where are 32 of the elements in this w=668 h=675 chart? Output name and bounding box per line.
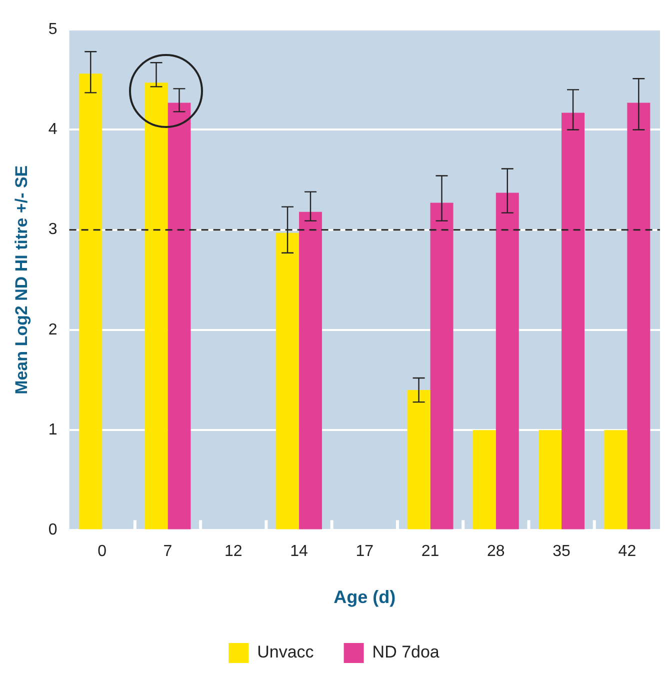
x-axis-title: Age (d) (334, 587, 396, 608)
x-tick-label: 14 (290, 543, 308, 560)
x-tick-label: 12 (224, 543, 242, 560)
bar (276, 232, 300, 530)
bar (430, 202, 454, 530)
bar (496, 192, 519, 530)
bar (299, 212, 322, 530)
legend-label: Unvacc (257, 642, 314, 662)
legend-label: ND 7doa (372, 642, 440, 662)
y-tick-label: 3 (48, 221, 58, 238)
y-tick-label: 0 (48, 522, 58, 539)
bar (627, 102, 650, 530)
x-tick-label: 7 (163, 543, 172, 560)
bar (407, 390, 430, 530)
y-tick-label: 5 (48, 21, 58, 38)
x-tick-label: 28 (487, 543, 505, 560)
x-tick-label: 42 (618, 543, 636, 560)
bar (472, 430, 496, 530)
y-axis-title: Mean Log2 ND HI titre +/- SE (12, 165, 31, 394)
x-tick-label: 17 (356, 543, 374, 560)
bar (168, 102, 191, 530)
x-tick-label: 35 (552, 543, 571, 560)
bar (79, 74, 102, 530)
x-tick-label: 0 (98, 543, 107, 560)
bar (538, 430, 562, 530)
y-tick-label: 2 (48, 321, 58, 338)
y-tick-label: 1 (48, 421, 58, 438)
bar (562, 112, 585, 530)
y-tick-label: 4 (48, 121, 58, 138)
bar (604, 430, 628, 530)
x-tick-label: 21 (421, 543, 440, 560)
bar (144, 82, 168, 530)
